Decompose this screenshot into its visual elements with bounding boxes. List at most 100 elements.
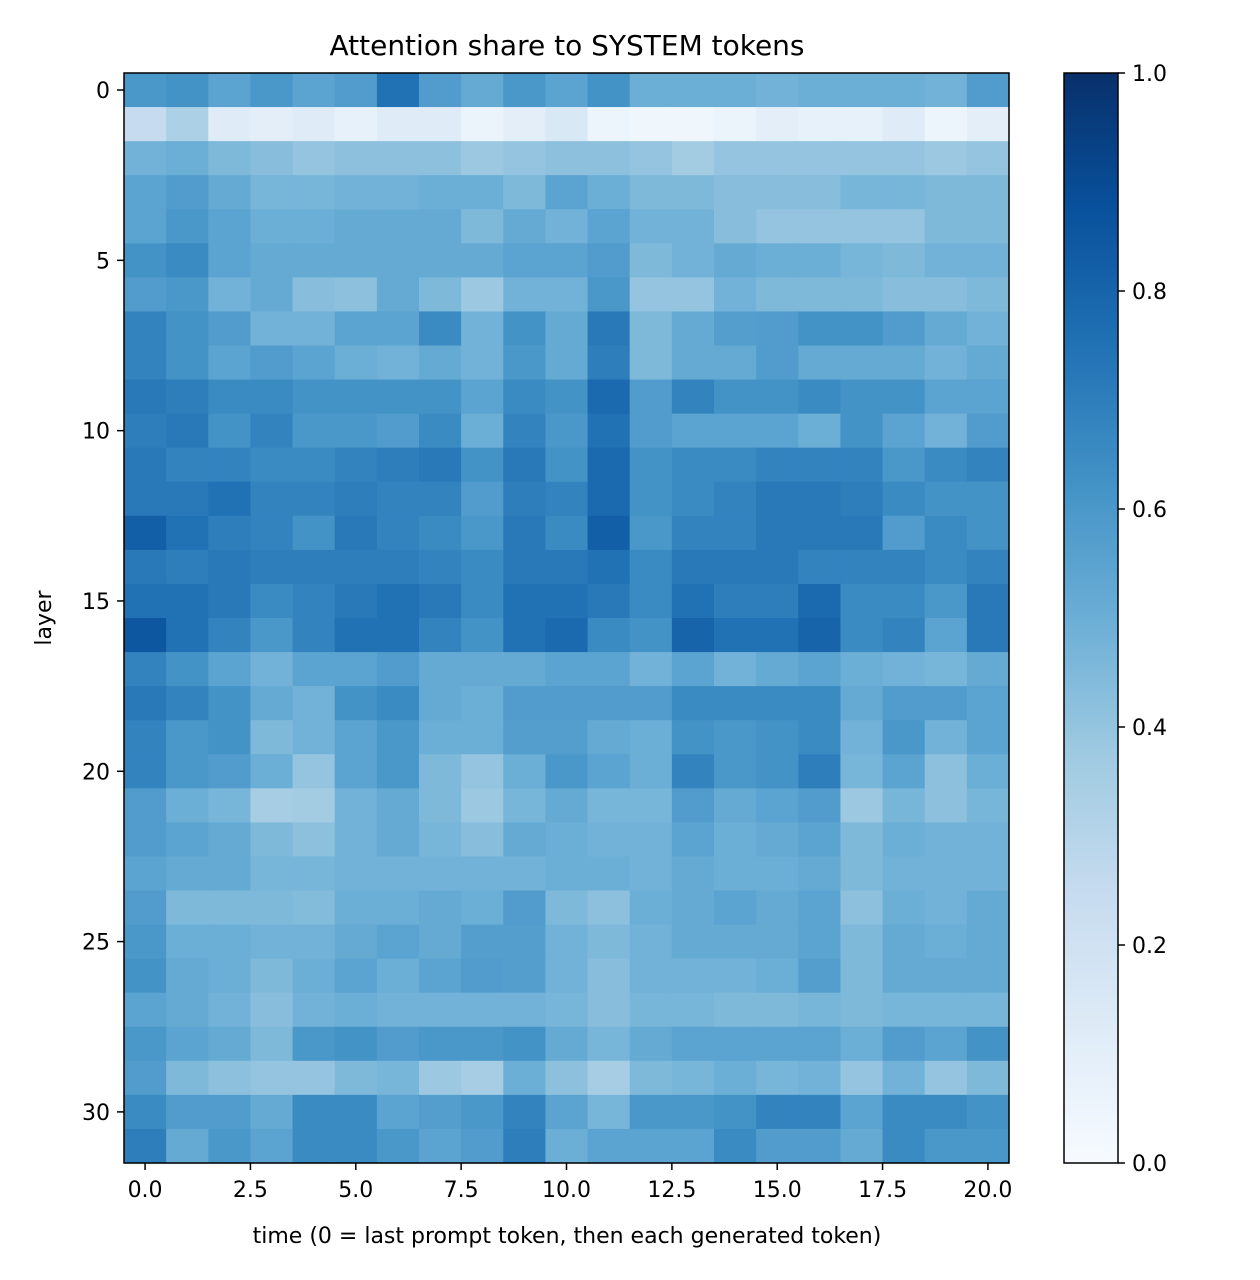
heatmap-cell xyxy=(671,311,715,347)
heatmap-cell xyxy=(419,175,462,210)
heatmap-cell xyxy=(671,107,715,142)
heatmap-cell xyxy=(545,583,589,619)
heatmap-cell xyxy=(629,788,673,823)
heatmap-cell xyxy=(798,141,842,176)
heatmap-cell xyxy=(250,890,294,926)
heatmap-cell xyxy=(376,754,420,789)
heatmap-cell xyxy=(503,549,547,585)
heatmap-cell xyxy=(461,413,504,449)
heatmap-cell xyxy=(545,175,589,210)
heatmap-cell xyxy=(798,1026,842,1062)
heatmap-cell xyxy=(671,618,715,653)
heatmap-cell xyxy=(419,822,462,858)
heatmap-cell xyxy=(124,754,167,789)
heatmap-cell xyxy=(124,1060,167,1096)
heatmap-cell xyxy=(714,209,757,244)
colorbar-tick-label: 0.8 xyxy=(1132,280,1167,305)
heatmap-cell xyxy=(376,924,420,960)
heatmap-cell xyxy=(924,890,968,926)
heatmap-cell xyxy=(250,515,294,551)
heatmap-cell xyxy=(924,311,968,347)
heatmap-cell xyxy=(376,481,420,517)
heatmap-cell xyxy=(714,720,757,755)
heatmap-cell xyxy=(882,345,926,381)
heatmap-cell xyxy=(629,311,673,347)
heatmap-cell xyxy=(882,549,926,585)
heatmap-cell xyxy=(840,107,884,142)
heatmap-cell xyxy=(250,209,294,244)
heatmap-cell xyxy=(292,243,336,278)
chart-title: Attention share to SYSTEM tokens xyxy=(329,29,804,62)
heatmap-cell xyxy=(124,788,167,823)
heatmap-cell xyxy=(798,856,842,892)
heatmap-cell xyxy=(461,175,504,210)
heatmap-cell xyxy=(882,822,926,858)
heatmap-cell xyxy=(671,890,715,926)
heatmap-cell xyxy=(545,413,589,449)
heatmap-cell xyxy=(292,958,336,994)
heatmap-cell xyxy=(756,243,799,278)
heatmap-cell xyxy=(419,1026,462,1062)
heatmap-cell xyxy=(503,141,547,176)
heatmap-cell xyxy=(166,515,209,551)
x-axis-label: time (0 = last prompt token, then each g… xyxy=(253,1224,882,1249)
heatmap-cell xyxy=(966,822,1010,858)
heatmap-cell xyxy=(166,856,209,892)
heatmap-cell xyxy=(292,1026,336,1062)
heatmap-cell xyxy=(503,856,547,892)
heatmap-cell xyxy=(798,652,842,687)
y-tick-label: 5 xyxy=(96,249,110,274)
heatmap-cell xyxy=(461,1026,504,1062)
heatmap-cell xyxy=(966,686,1010,721)
heatmap-cell xyxy=(629,1026,673,1062)
y-tick-label: 0 xyxy=(96,79,110,104)
heatmap-cell xyxy=(882,141,926,176)
heatmap-cell xyxy=(208,107,252,142)
heatmap-cell xyxy=(671,345,715,381)
heatmap-cell xyxy=(250,413,294,449)
heatmap-cell xyxy=(545,243,589,278)
heatmap-cell xyxy=(798,924,842,960)
heatmap-cell xyxy=(714,618,757,653)
heatmap-cell xyxy=(419,583,462,619)
heatmap-cell xyxy=(208,924,252,960)
heatmap-cell xyxy=(756,209,799,244)
heatmap-cell xyxy=(124,549,167,585)
heatmap-cell xyxy=(376,618,420,653)
heatmap-cell xyxy=(503,890,547,926)
heatmap-cell xyxy=(714,1026,757,1062)
heatmap-cell xyxy=(334,822,378,858)
heatmap-cell xyxy=(292,413,336,449)
heatmap-cell xyxy=(756,924,799,960)
heatmap-cell xyxy=(208,618,252,653)
heatmap-cell xyxy=(208,141,252,176)
heatmap-cell xyxy=(924,107,968,142)
heatmap-cell xyxy=(840,243,884,278)
heatmap-cell xyxy=(924,481,968,517)
heatmap-cell xyxy=(376,209,420,244)
heatmap-cell xyxy=(166,1094,209,1130)
heatmap-cell xyxy=(208,890,252,926)
heatmap-cell xyxy=(840,618,884,653)
heatmap-cell xyxy=(208,345,252,381)
heatmap-cell xyxy=(671,822,715,858)
heatmap-cell xyxy=(166,311,209,347)
heatmap-cell xyxy=(714,754,757,789)
heatmap-cell xyxy=(924,175,968,210)
heatmap-cell xyxy=(924,1094,968,1130)
heatmap-cell xyxy=(629,107,673,142)
heatmap-cell xyxy=(545,515,589,551)
heatmap-cell xyxy=(629,958,673,994)
heatmap-cell xyxy=(629,1128,673,1164)
heatmap-cell xyxy=(671,958,715,994)
heatmap-cell xyxy=(714,277,757,313)
heatmap-cell xyxy=(166,583,209,619)
heatmap-cell xyxy=(882,515,926,551)
heatmap-cell xyxy=(882,890,926,926)
heatmap-cell xyxy=(840,345,884,381)
heatmap-cell xyxy=(503,73,547,108)
heatmap-cell xyxy=(376,515,420,551)
heatmap-cell xyxy=(124,992,167,1028)
heatmap-cell xyxy=(756,652,799,687)
heatmap-cell xyxy=(882,311,926,347)
